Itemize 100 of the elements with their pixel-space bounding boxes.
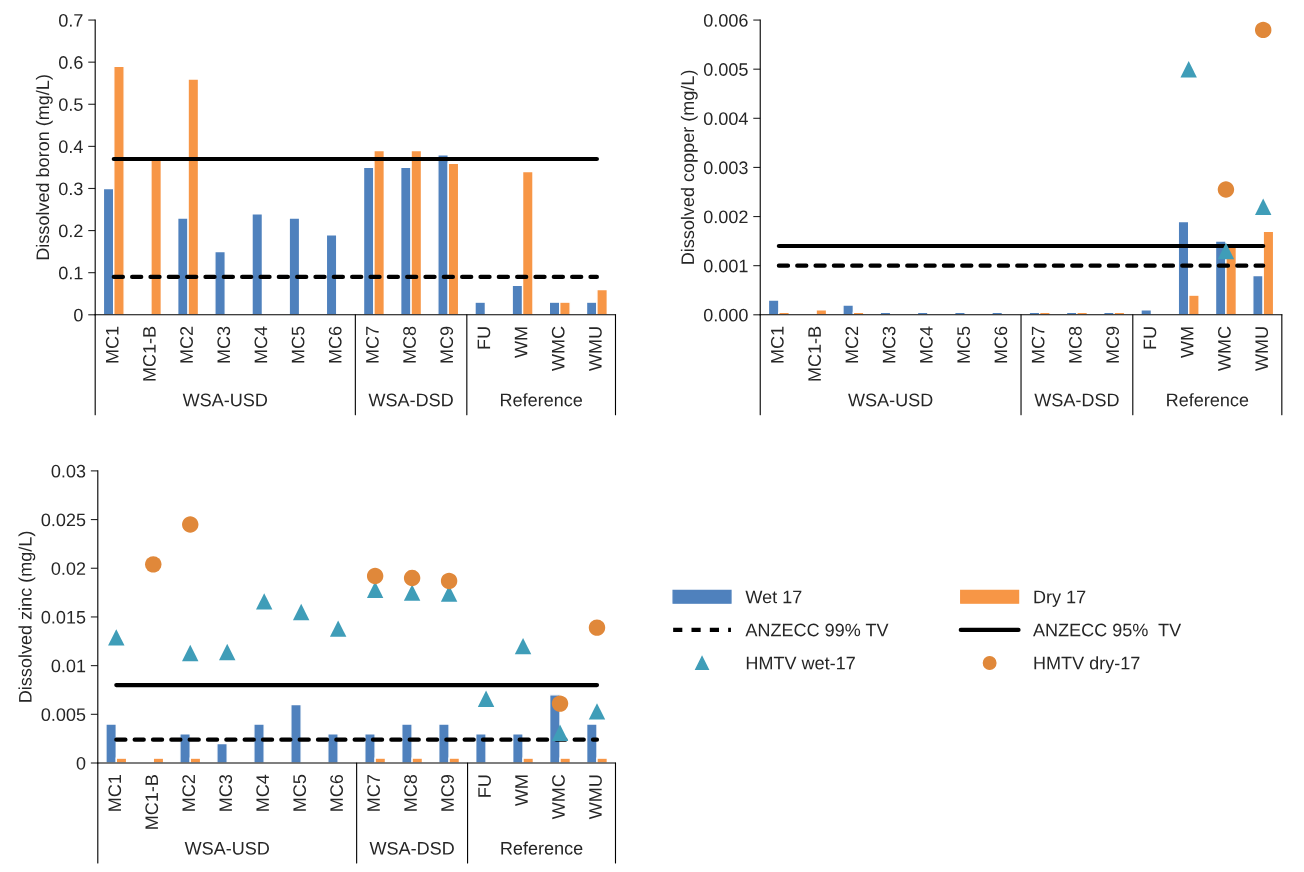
legend-label: HMTV dry-17 bbox=[1034, 656, 1140, 674]
x-tick-label: WMU bbox=[1255, 327, 1269, 371]
bar bbox=[325, 234, 338, 315]
text: Reference bbox=[1167, 393, 1249, 407]
y-axis-title: Dissolved copper (mg/L) bbox=[680, 70, 698, 264]
y-tick-label: 0.005 bbox=[41, 708, 86, 722]
y-axis-title: Dissolved boron (mg/L) bbox=[35, 75, 53, 260]
point bbox=[1180, 60, 1197, 78]
y-tick-label: 0.3 bbox=[58, 182, 83, 196]
point bbox=[588, 703, 606, 720]
x-tick-label: MC2 bbox=[845, 326, 859, 363]
y-tick-label: 0.004 bbox=[703, 112, 748, 126]
text: WSA-USD bbox=[184, 841, 269, 855]
x-tick-label: MC6 bbox=[328, 326, 342, 363]
bar bbox=[288, 217, 301, 315]
x-tick-label: MC1-B bbox=[145, 775, 159, 829]
y-tick-label: 0.01 bbox=[51, 659, 86, 673]
x-tick-label: MC4 bbox=[919, 326, 933, 363]
text: WSA-USD bbox=[182, 393, 268, 407]
point bbox=[292, 603, 310, 621]
point bbox=[514, 637, 532, 655]
x-tick-label: MC4 bbox=[256, 774, 270, 811]
y-tick-label: 0.7 bbox=[58, 13, 83, 27]
x-tick-label: MC1 bbox=[770, 326, 784, 363]
point bbox=[1217, 181, 1235, 198]
bar bbox=[474, 301, 487, 315]
text: Reference bbox=[500, 393, 583, 407]
bar bbox=[251, 213, 264, 315]
x-tick-label: MC3 bbox=[217, 326, 231, 363]
point bbox=[366, 567, 384, 585]
x-tick-label: FU bbox=[478, 775, 491, 797]
point bbox=[551, 695, 569, 712]
y-tick-label: 0.000 bbox=[703, 308, 748, 322]
text: Reference bbox=[501, 841, 583, 855]
point bbox=[329, 620, 347, 637]
y-tick-label: 0 bbox=[76, 756, 86, 770]
text: WSA-DSD bbox=[369, 841, 454, 855]
point bbox=[182, 516, 199, 533]
x-tick-label: MC2 bbox=[182, 775, 196, 811]
x-tick-label: MC1-B bbox=[143, 326, 156, 381]
x-tick-label: MC9 bbox=[1106, 326, 1120, 363]
point bbox=[551, 724, 569, 742]
y-tick-label: 0.1 bbox=[58, 266, 83, 280]
bar bbox=[327, 733, 339, 763]
x-tick-label: WMC bbox=[551, 326, 565, 371]
point bbox=[403, 584, 421, 601]
y-tick-label: 0.2 bbox=[58, 224, 83, 238]
point bbox=[182, 644, 199, 662]
point bbox=[477, 690, 495, 707]
point bbox=[403, 569, 421, 587]
point bbox=[219, 643, 236, 661]
x-tick-label: WM bbox=[1180, 327, 1194, 358]
legend-label: Dry 17 bbox=[1034, 590, 1086, 607]
x-tick-label: MC7 bbox=[365, 326, 379, 363]
x-tick-label: MC7 bbox=[367, 775, 380, 811]
y-tick-label: 0.002 bbox=[703, 210, 748, 224]
point bbox=[440, 572, 458, 590]
x-tick-label: WM bbox=[514, 327, 528, 358]
y-tick-label: 0.015 bbox=[41, 610, 86, 624]
x-tick-label: FU bbox=[477, 327, 491, 349]
text: WSA-DSD bbox=[1034, 393, 1119, 407]
legend-label: ANZECC 99% TV bbox=[745, 623, 889, 637]
legend-label: ANZECC 95% TV bbox=[1033, 623, 1182, 637]
point bbox=[1254, 198, 1272, 215]
text: WSA-DSD bbox=[368, 393, 453, 407]
y-tick-label: 0.001 bbox=[703, 259, 748, 273]
y-tick-label: 0.02 bbox=[51, 562, 86, 575]
x-tick-label: MC8 bbox=[403, 326, 416, 363]
bar bbox=[253, 723, 265, 763]
point bbox=[255, 593, 273, 610]
y-tick-label: 0.003 bbox=[703, 161, 748, 175]
y-axis-title: Dissolved zinc (mg/L) bbox=[18, 531, 36, 702]
bar bbox=[216, 742, 228, 763]
x-tick-label: MC6 bbox=[994, 326, 1008, 363]
x-tick-label: MC5 bbox=[957, 326, 970, 363]
x-tick-label: WMC bbox=[1218, 326, 1231, 371]
point bbox=[108, 629, 125, 646]
point bbox=[588, 619, 606, 636]
x-tick-label: MC4 bbox=[254, 326, 268, 363]
x-tick-label: MC1 bbox=[105, 326, 119, 363]
point bbox=[1254, 21, 1272, 39]
x-tick-label: WM bbox=[515, 775, 528, 807]
x-tick-label: MC1-B bbox=[808, 326, 821, 381]
y-tick-label: 0.005 bbox=[703, 63, 748, 76]
y-tick-label: 0.4 bbox=[58, 140, 83, 154]
x-tick-label: WMU bbox=[589, 327, 602, 371]
x-tick-label: MC8 bbox=[1068, 326, 1082, 363]
legend-label: HMTV wet-17 bbox=[746, 656, 855, 670]
y-tick-label: 0.006 bbox=[703, 13, 748, 27]
x-tick-label: MC2 bbox=[180, 326, 193, 363]
x-tick-label: MC5 bbox=[293, 774, 307, 811]
x-tick-label: MC3 bbox=[882, 326, 896, 363]
x-tick-label: MC3 bbox=[219, 774, 233, 811]
x-tick-label: MC6 bbox=[330, 774, 343, 811]
x-tick-label: MC9 bbox=[441, 774, 454, 811]
legend-label: Wet 17 bbox=[745, 590, 802, 604]
x-tick-label: FU bbox=[1143, 327, 1157, 349]
x-tick-label: WMU bbox=[589, 775, 602, 820]
y-tick-label: 0.5 bbox=[58, 98, 83, 111]
x-tick-label: MC8 bbox=[404, 774, 417, 811]
